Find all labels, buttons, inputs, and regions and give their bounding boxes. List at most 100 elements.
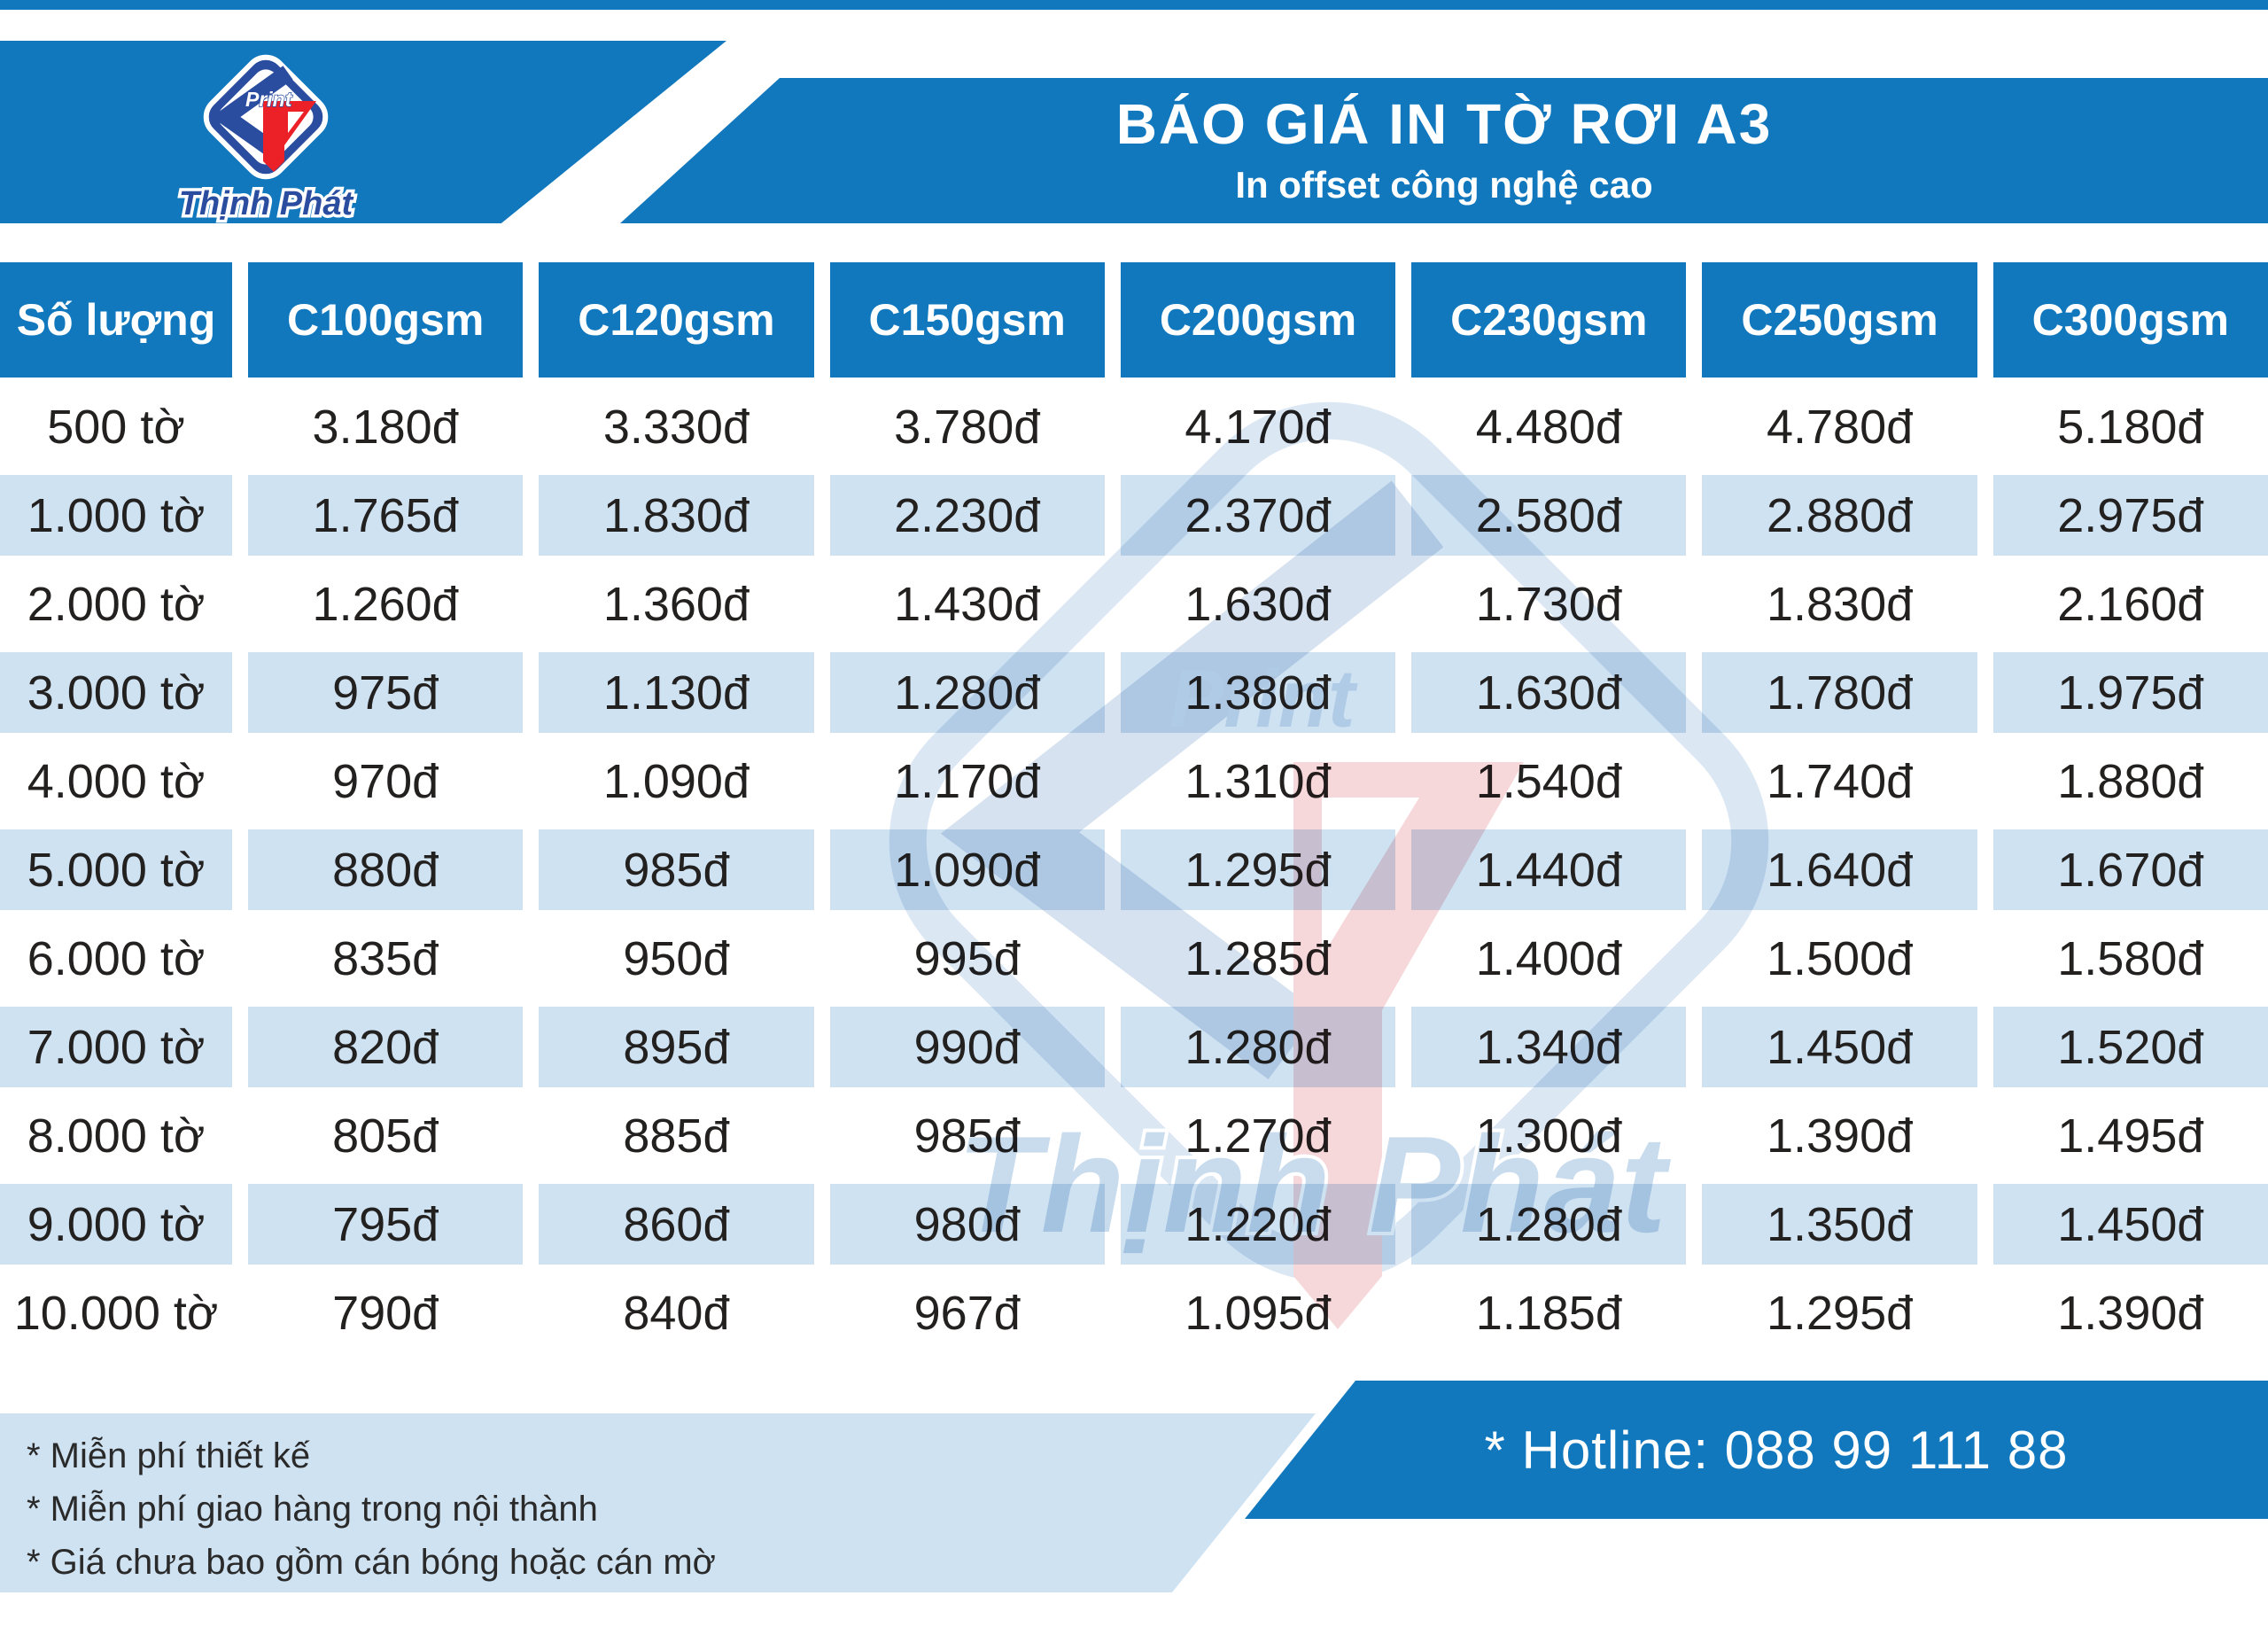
- table-cell: 1.880đ: [2057, 754, 2204, 808]
- note-line: * Giá chưa bao gồm cán bóng hoặc cán mờ: [27, 1543, 716, 1582]
- table-cell: 1.295đ: [1766, 1286, 1914, 1340]
- table-cell: 950đ: [623, 931, 730, 985]
- page-title: BÁO GIÁ IN TỜ RƠI A3: [1115, 92, 1773, 157]
- table-cell: 10.000 tờ: [13, 1286, 219, 1340]
- table-cell: 1.185đ: [1475, 1286, 1622, 1340]
- thinh-phat-logo-icon: Print Thịnh Phát: [175, 54, 357, 226]
- column-header: C100gsm: [248, 262, 524, 377]
- table-cell: 4.000 tờ: [27, 754, 206, 808]
- table-cell: 840đ: [623, 1286, 730, 1340]
- table-row: 10.000 tờ 790đ 840đ 967đ 1.095đ 1.185đ 1.295đ 1…: [0, 1273, 2268, 1353]
- table-row: 5.000 tờ 880đ 985đ 1.090đ 1.295đ 1.440đ 1.640đ…: [0, 829, 2268, 910]
- table-cell: 1.300đ: [1475, 1109, 1622, 1163]
- table-cell: 1.170đ: [894, 754, 1041, 808]
- table-row: 2.000 tờ 1.260đ 1.360đ 1.430đ 1.630đ 1.730đ 1.…: [0, 564, 2268, 644]
- table-cell: 3.180đ: [312, 400, 459, 454]
- table-cell: 985đ: [913, 1109, 1021, 1163]
- table-cell: 1.830đ: [1766, 577, 1914, 631]
- table-cell: 860đ: [539, 1184, 814, 1265]
- table-cell: 995đ: [913, 931, 1021, 985]
- table-cell: 1.740đ: [1766, 754, 1914, 808]
- table-cell: 975đ: [248, 652, 524, 733]
- table-body: 500 tờ 3.180đ 3.330đ 3.780đ 4.170đ 4.480đ 4.78…: [0, 386, 2268, 1353]
- table-cell: 1.350đ: [1702, 1184, 1977, 1265]
- hotline-text: * Hotline: 088 99 111 88: [1484, 1420, 2069, 1480]
- table-cell: 7.000 tờ: [0, 1007, 232, 1087]
- column-header: C200gsm: [1120, 262, 1396, 377]
- column-header: C150gsm: [829, 262, 1105, 377]
- table-cell: 1.640đ: [1702, 829, 1977, 910]
- table-cell: 1.000 tờ: [0, 475, 232, 556]
- table-cell: 835đ: [332, 931, 439, 985]
- table-row: 8.000 tờ 805đ 885đ 985đ 1.270đ 1.300đ 1.390đ 1.…: [0, 1095, 2268, 1176]
- table-row: 7.000 tờ 820đ 895đ 990đ 1.280đ 1.340đ 1.450đ 1.…: [0, 1007, 2268, 1087]
- table-cell: 1.430đ: [894, 577, 1041, 631]
- column-header: C250gsm: [1702, 262, 1977, 377]
- table-cell: 4.170đ: [1184, 400, 1332, 454]
- table-cell: 795đ: [248, 1184, 524, 1265]
- table-cell: 805đ: [332, 1109, 439, 1163]
- table-cell: 5.180đ: [2057, 400, 2204, 454]
- table-cell: 4.480đ: [1475, 400, 1622, 454]
- column-header: C230gsm: [1411, 262, 1687, 377]
- table-cell: 1.440đ: [1411, 829, 1687, 910]
- table-row: 9.000 tờ 795đ 860đ 980đ 1.220đ 1.280đ 1.350đ 1.…: [0, 1184, 2268, 1265]
- table-cell: 1.095đ: [1184, 1286, 1332, 1340]
- hotline-banner: * Hotline: 088 99 111 88: [1245, 1381, 2268, 1519]
- table-cell: 2.000 tờ: [27, 577, 206, 631]
- table-cell: 967đ: [913, 1286, 1021, 1340]
- table-cell: 990đ: [829, 1007, 1105, 1087]
- table-cell: 1.580đ: [2057, 931, 2204, 985]
- table-cell: 970đ: [332, 754, 439, 808]
- table-row: 4.000 tờ 970đ 1.090đ 1.170đ 1.310đ 1.540đ 1.74…: [0, 741, 2268, 821]
- table-cell: 790đ: [332, 1286, 439, 1340]
- table-cell: 1.400đ: [1475, 931, 1622, 985]
- column-header: C300gsm: [1992, 262, 2268, 377]
- pricing-table: Số lượng C100gsm C120gsm C150gsm C200gsm C230…: [0, 262, 2268, 1361]
- table-cell: 3.000 tờ: [0, 652, 232, 733]
- table-cell: 1.310đ: [1184, 754, 1332, 808]
- table-cell: 1.260đ: [312, 577, 459, 631]
- column-header: Số lượng: [0, 262, 232, 377]
- notes-list: * Miễn phí thiết kế * Miễn phí giao hàng …: [27, 1429, 1316, 1589]
- table-cell: 6.000 tờ: [27, 931, 206, 985]
- table-cell: 895đ: [539, 1007, 814, 1087]
- table-cell: 2.580đ: [1411, 475, 1687, 556]
- table-cell: 885đ: [623, 1109, 730, 1163]
- table-cell: 1.285đ: [1184, 931, 1332, 985]
- table-cell: 1.270đ: [1184, 1109, 1332, 1163]
- table-cell: 1.540đ: [1475, 754, 1622, 808]
- table-cell: 1.280đ: [829, 652, 1105, 733]
- table-cell: 1.630đ: [1411, 652, 1687, 733]
- top-divider-strip: [0, 0, 2268, 10]
- table-cell: 980đ: [829, 1184, 1105, 1265]
- table-cell: 985đ: [539, 829, 814, 910]
- table-cell: 1.390đ: [2057, 1286, 2204, 1340]
- table-cell: 1.090đ: [829, 829, 1105, 910]
- table-cell: 1.765đ: [248, 475, 524, 556]
- table-cell: 1.975đ: [1992, 652, 2268, 733]
- table-row: 6.000 tờ 835đ 950đ 995đ 1.285đ 1.400đ 1.500đ 1.…: [0, 918, 2268, 999]
- table-header-row: Số lượng C100gsm C120gsm C150gsm C200gsm C230…: [0, 262, 2268, 377]
- brand-logo: Print Thịnh Phát: [164, 48, 377, 226]
- table-cell: 1.280đ: [1120, 1007, 1396, 1087]
- column-header: C120gsm: [539, 262, 814, 377]
- table-cell: 1.450đ: [1702, 1007, 1977, 1087]
- table-cell: 1.780đ: [1702, 652, 1977, 733]
- table-cell: 820đ: [248, 1007, 524, 1087]
- table-cell: 2.880đ: [1702, 475, 1977, 556]
- table-row: 1.000 tờ 1.765đ 1.830đ 2.230đ 2.370đ 2.580đ 2.…: [0, 475, 2268, 556]
- notes-panel: * Miễn phí thiết kế * Miễn phí giao hàng …: [0, 1413, 1316, 1592]
- logo-tag-text: Print: [245, 88, 293, 111]
- table-cell: 1.090đ: [602, 754, 750, 808]
- table-cell: 1.390đ: [1766, 1109, 1914, 1163]
- table-cell: 1.380đ: [1120, 652, 1396, 733]
- table-cell: 2.230đ: [829, 475, 1105, 556]
- note-line: * Miễn phí giao hàng trong nội thành: [27, 1490, 598, 1529]
- table-cell: 2.160đ: [2057, 577, 2204, 631]
- table-cell: 880đ: [248, 829, 524, 910]
- table-cell: 1.450đ: [1992, 1184, 2268, 1265]
- note-line: * Miễn phí thiết kế: [27, 1436, 311, 1475]
- header-title-band: BÁO GIÁ IN TỜ RƠI A3 In offset công nghệ…: [620, 78, 2268, 223]
